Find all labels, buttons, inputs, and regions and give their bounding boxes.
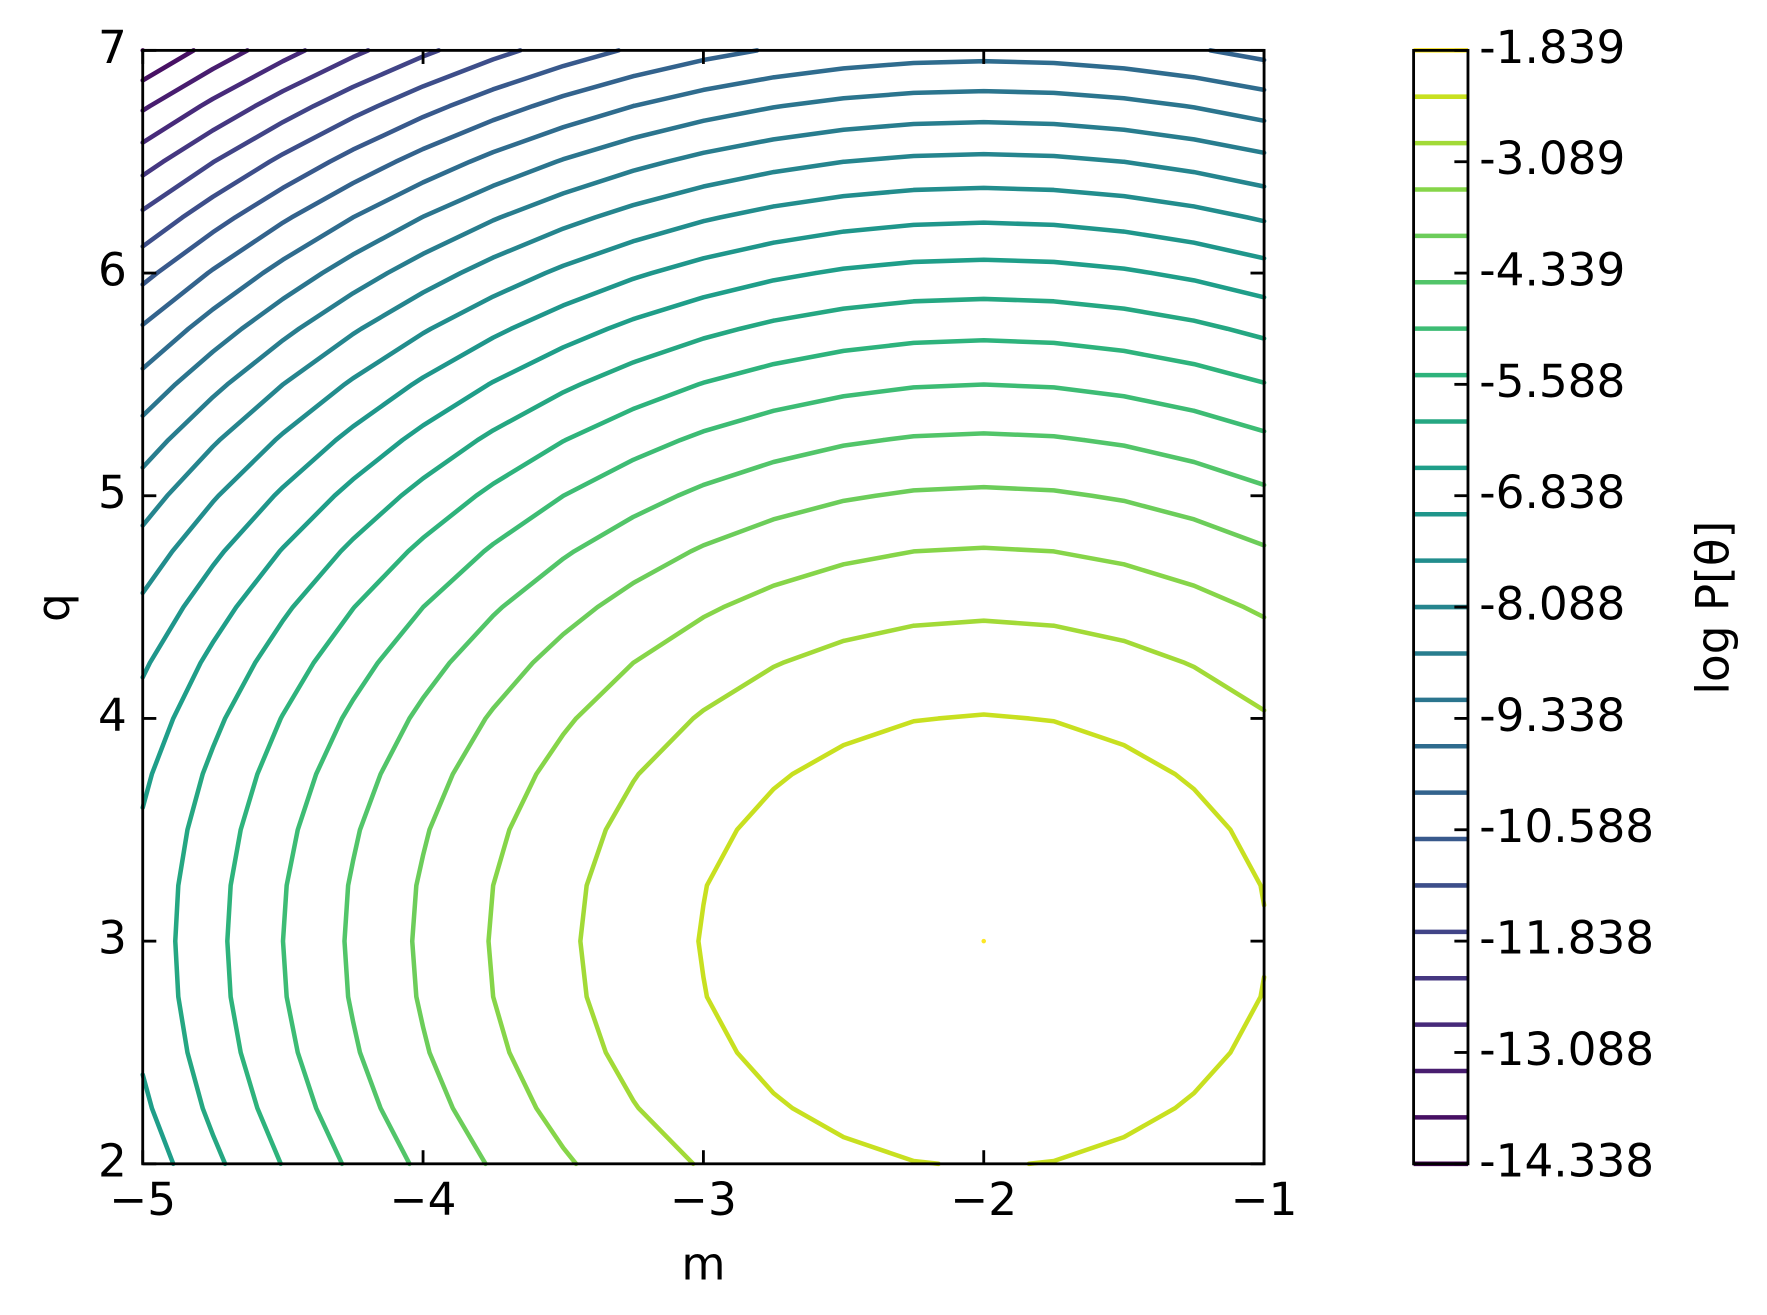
colorbar-tick-label: -14.338 [1479,1134,1654,1187]
contour-line [140,58,1267,371]
colorbar-tick-label: -4.339 [1479,244,1625,297]
x-tick-label: −3 [670,1173,737,1226]
contour-line [140,220,1267,680]
colorbar-tick-label: -3.089 [1479,132,1625,185]
contour-line [140,48,523,249]
contour-line [342,431,1267,1167]
colorbar-tick-label: -1.839 [1479,21,1625,74]
x-tick-label: −1 [1231,1173,1298,1226]
y-tick-label: 4 [98,689,127,742]
x-tick-label: −4 [390,1173,457,1226]
contour-line [173,296,1267,1167]
colorbar-label: log P[θ] [1687,521,1740,695]
y-tick-label: 6 [98,244,127,297]
contour-line [140,48,196,83]
x-tick-label: −5 [109,1173,176,1226]
contour-line [140,257,1267,1167]
contour-line [696,712,1267,1167]
y-axis-label: q [27,593,80,622]
contour-line [140,119,1267,470]
contour-line [225,338,1267,1167]
contour-line [140,48,621,287]
contour-line [140,88,1267,418]
colorbar-tick-label: -13.088 [1479,1023,1654,1076]
contour-line [140,48,371,178]
contour-line [486,545,1267,1167]
colorbar-tick-label: -9.338 [1479,689,1625,742]
colorbar-tick-label: -11.838 [1479,912,1654,965]
x-axis-label: m [681,1237,725,1290]
x-tick-label: −2 [950,1173,1017,1226]
contour-line [280,382,1267,1167]
contour-line [140,48,308,145]
y-tick-label: 3 [98,912,127,965]
y-tick-label: 2 [98,1134,127,1187]
contour-line [140,48,442,213]
colorbar-tick-label: -6.838 [1479,466,1625,519]
colorbar-tick-label: -8.088 [1479,578,1625,631]
contour-line [409,484,1267,1167]
contour-line [140,48,250,113]
plot-frame [141,48,1266,1166]
colorbar-tick-label: -5.588 [1479,355,1625,408]
contour-line [140,48,1267,328]
y-tick-label: 7 [98,21,127,74]
y-tick-label: 5 [98,466,127,519]
contour-line [140,151,1267,528]
colorbar-tick-label: -10.588 [1479,800,1654,853]
contour-line [578,618,1267,1167]
contour-line [140,185,1267,596]
